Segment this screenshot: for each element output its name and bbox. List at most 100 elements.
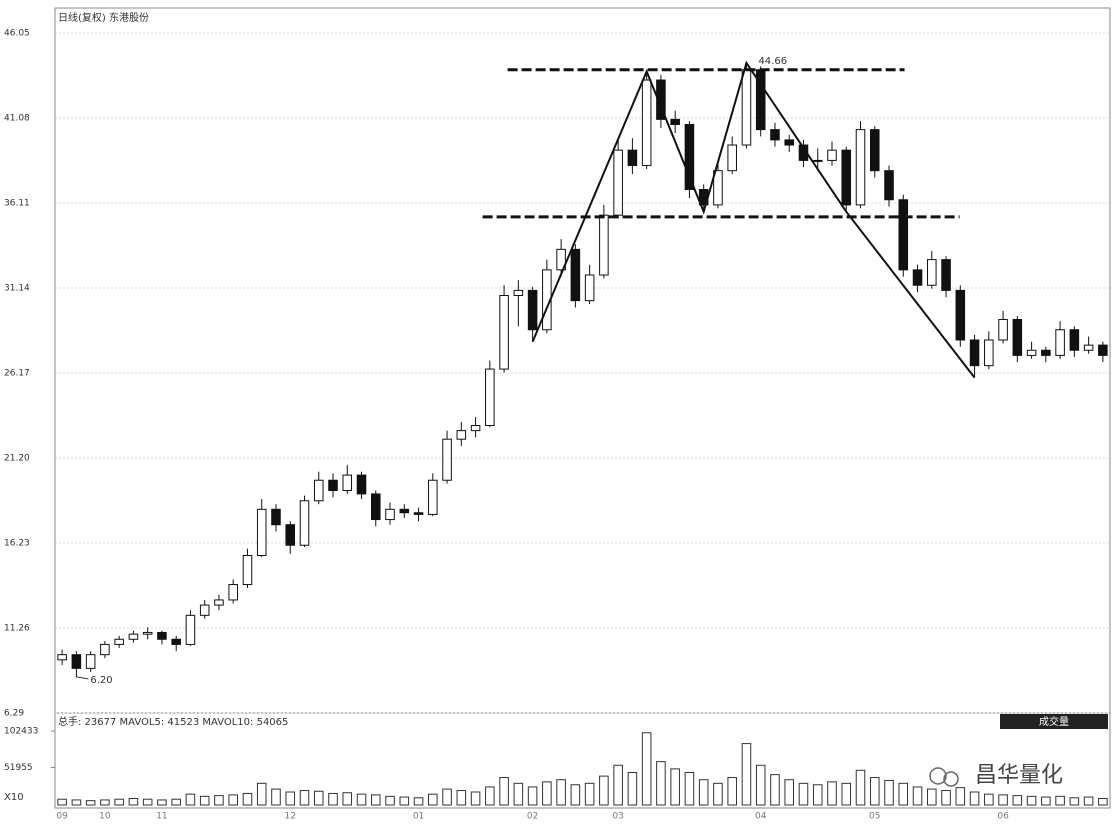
x-tick-label: 04 — [755, 812, 767, 822]
candle-body — [513, 289, 524, 297]
candle-body — [869, 129, 880, 172]
candle-body — [627, 149, 638, 167]
candle-body — [470, 425, 481, 432]
volume-button-label[interactable]: 成交量 — [1039, 715, 1069, 728]
candle-body — [399, 508, 410, 514]
candle-body — [898, 199, 909, 271]
x-tick-label: 01 — [413, 812, 424, 822]
volume-bar — [428, 793, 438, 806]
volume-bar — [356, 793, 367, 806]
volume-bar — [912, 786, 923, 806]
x-tick-label: 06 — [997, 812, 1009, 822]
candle-body — [114, 638, 124, 645]
candle-body — [741, 69, 752, 146]
candle-body — [171, 638, 181, 645]
y-tick-label: 51955 — [4, 763, 33, 773]
candle-body — [185, 614, 196, 645]
candle-body — [371, 493, 381, 521]
pattern-line — [531, 60, 976, 379]
volume-bar — [1012, 795, 1023, 806]
volume-bar — [656, 761, 666, 806]
volume-bar — [599, 775, 609, 806]
volume-bar — [256, 782, 267, 806]
candle-body — [71, 654, 82, 669]
candle-body — [57, 654, 67, 661]
x-tick-label: 11 — [156, 812, 167, 822]
x-tick-label: 02 — [527, 812, 538, 822]
candle-body — [342, 474, 353, 491]
candle-body — [413, 512, 424, 515]
volume-bar — [969, 791, 980, 806]
volume-bar — [1055, 795, 1065, 806]
volume-title: 总手: 23677 MAVOL5: 41523 MAVOL10: 54065 — [58, 715, 288, 728]
volume-bar — [884, 779, 894, 806]
candle-body — [998, 318, 1008, 341]
volume-bar — [371, 794, 381, 806]
volume-bar — [1069, 797, 1080, 806]
volume-bar — [613, 764, 623, 806]
volume-bar — [71, 799, 82, 806]
volume-bar — [927, 788, 937, 806]
y-tick-label: 102433 — [4, 727, 38, 737]
y-tick-label: 41.08 — [4, 114, 30, 124]
volume-bar — [142, 798, 153, 806]
candle-body — [1055, 329, 1065, 356]
candle-body — [713, 170, 723, 206]
volume-bar — [713, 782, 723, 806]
volume-bar — [85, 800, 96, 806]
volume-button[interactable] — [1000, 714, 1108, 729]
candle-body — [584, 274, 595, 302]
volume-bar — [727, 777, 737, 806]
volume-bar — [898, 782, 909, 806]
x-tick-label: 03 — [612, 812, 623, 822]
y-tick-label: 11.26 — [4, 624, 30, 634]
volume-bar — [570, 784, 581, 806]
volume-bar — [684, 771, 695, 806]
candle-body — [299, 500, 310, 546]
candle-body — [313, 479, 324, 502]
candle-body — [456, 430, 467, 440]
volume-bar — [755, 764, 766, 806]
volume-panel — [54, 712, 1111, 809]
candle-body — [784, 139, 794, 146]
candle-body — [199, 604, 210, 616]
volume-bar — [527, 786, 538, 806]
candle-body — [242, 554, 253, 586]
volume-bar — [841, 782, 852, 806]
candle-body — [442, 438, 452, 481]
chart-title: 日线(复权) 东港股份 — [58, 11, 149, 24]
x-tick-label: 09 — [56, 812, 68, 822]
candle-body — [1069, 329, 1080, 351]
volume-bar — [584, 782, 595, 806]
volume-bar — [285, 791, 296, 806]
volume-bar — [556, 779, 566, 806]
volume-bar — [128, 797, 139, 806]
volume-bar — [941, 790, 951, 806]
candle-body — [656, 79, 666, 120]
candle-body — [912, 269, 923, 286]
candle-body — [684, 123, 695, 190]
candle-body — [228, 584, 238, 601]
y-tick-label: 36.11 — [4, 199, 30, 209]
candle-body — [485, 368, 495, 427]
x-tick-label: 12 — [285, 812, 296, 822]
volume-bar — [385, 795, 395, 806]
candle-body — [570, 248, 581, 302]
y-tick-label: 26.17 — [4, 369, 30, 379]
candle-body — [1083, 344, 1094, 351]
volume-bar — [1041, 796, 1051, 806]
volume-bar — [984, 793, 994, 806]
volume-bar — [698, 779, 709, 806]
volume-bar — [57, 798, 67, 806]
candle-body — [271, 508, 281, 526]
y-tick-label: 31.14 — [4, 284, 30, 294]
candle-body — [428, 479, 438, 515]
candle-body — [527, 289, 538, 331]
watermark-icon — [943, 771, 959, 787]
volume-bar — [1083, 796, 1094, 806]
volume-bar — [313, 790, 324, 806]
volume-bar — [784, 779, 794, 806]
volume-bar — [114, 798, 124, 806]
volume-bar — [299, 790, 310, 806]
